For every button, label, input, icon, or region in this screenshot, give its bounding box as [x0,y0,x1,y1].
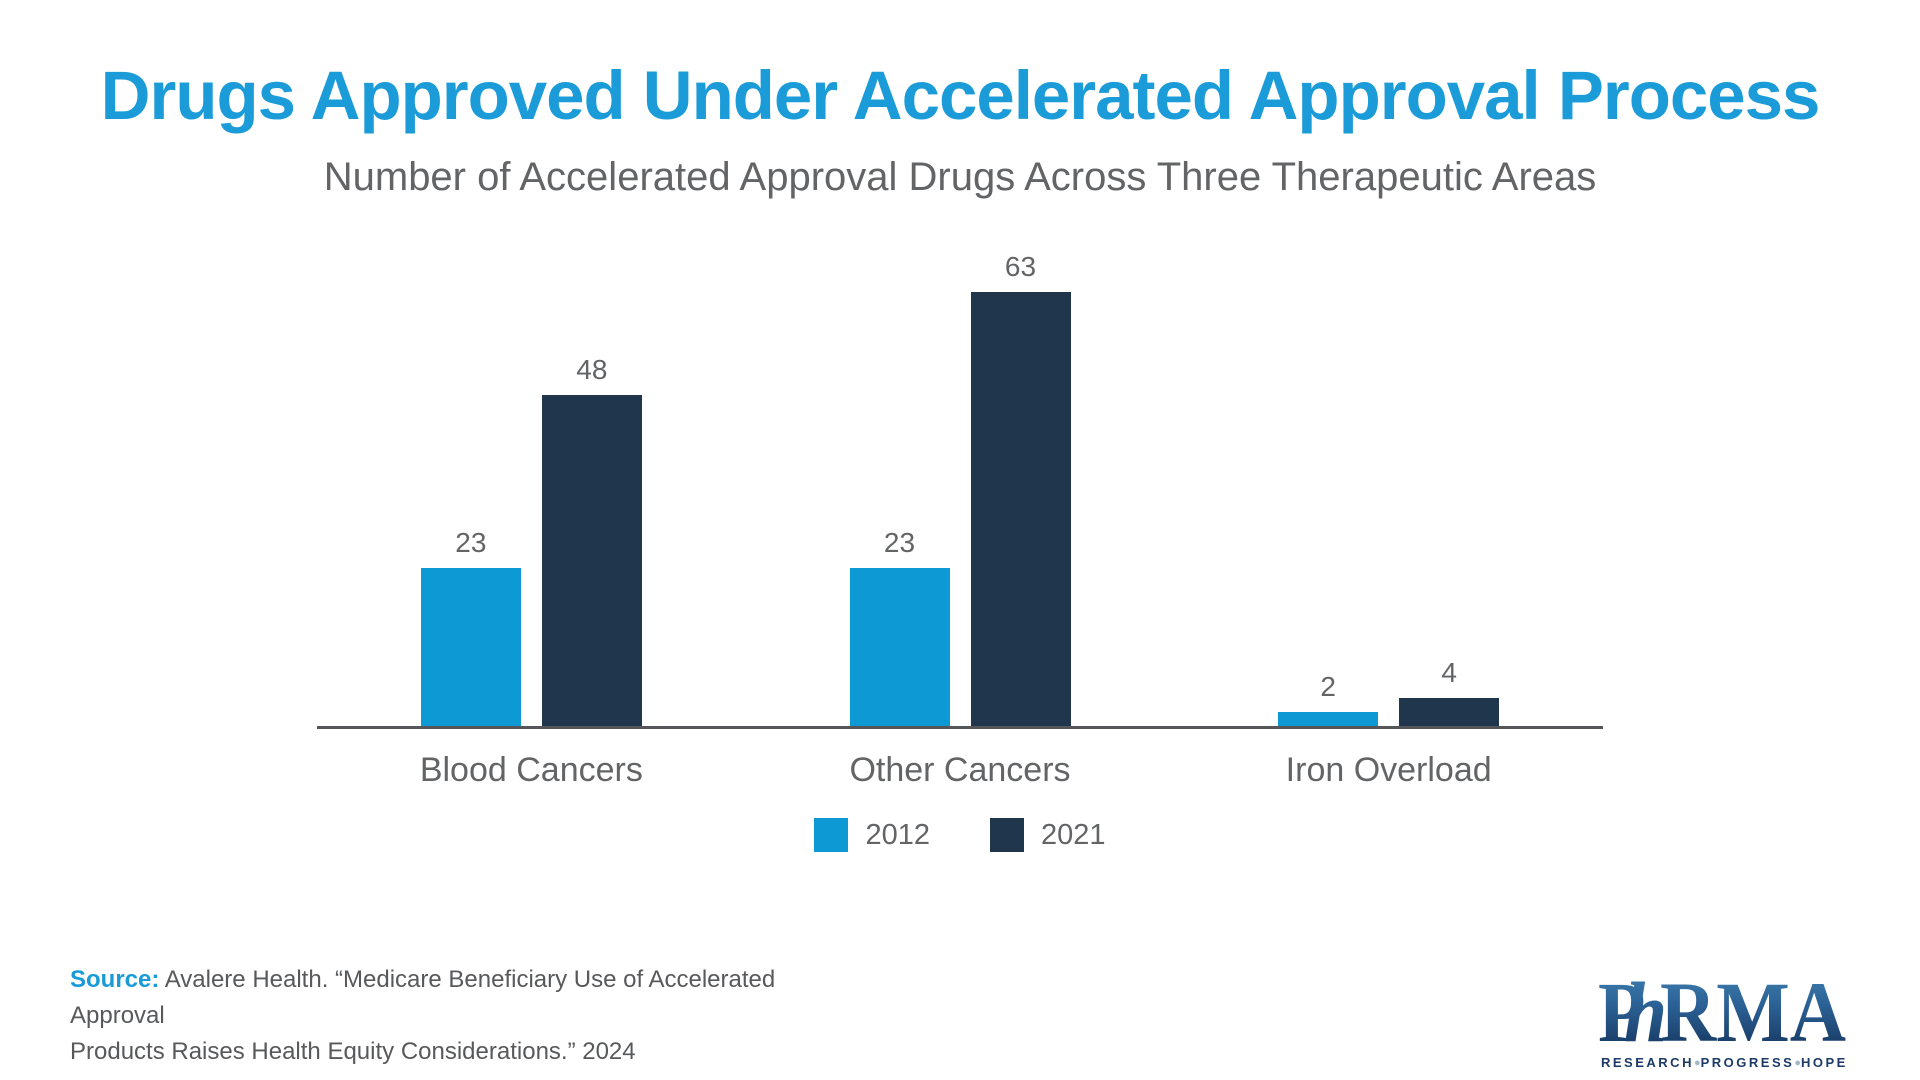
bar-with-label: 4 [1399,657,1500,726]
chart-title: Drugs Approved Under Accelerated Approva… [100,57,1821,134]
source-line2: Products Raises Health Equity Considerat… [70,1038,636,1065]
bar-value-label: 23 [455,527,487,558]
phrma-tagline: RESEARCH ● PROGRESS ● HOPE [1601,1055,1845,1070]
bar-value-label: 4 [1441,657,1457,688]
source-citation: Source: Avalere Health. “Medicare Benefi… [70,962,830,1070]
bar-2012-iron-overload [1278,712,1379,726]
infographic-page: Drugs Approved Under Accelerated Approva… [0,56,1920,1080]
bar-with-label: 48 [541,354,642,726]
bar-value-label: 2 [1320,671,1336,702]
bar-groups: 23 48 23 63 2 4 [317,246,1603,726]
x-axis-line [317,726,1603,729]
legend-swatch-2012 [814,818,849,852]
source-label: Source: [70,966,160,993]
bar-group: 23 63 [746,251,1175,726]
bar-chart: 23 48 23 63 2 4 Blood Cancers Other Cancers Iro… [317,246,1603,852]
bar-2012-blood-cancers [420,568,521,726]
bar-group: 23 48 [317,354,746,726]
category-labels-row: Blood Cancers Other Cancers Iron Overload [317,751,1603,790]
bar-2021-blood-cancers [541,395,642,726]
footer: Source: Avalere Health. “Medicare Benefi… [70,962,1848,1070]
legend: 2012 2021 [317,818,1603,852]
tagline-word: PROGRESS [1700,1055,1795,1070]
bar-value-label: 48 [576,354,608,385]
tagline-word: HOPE [1800,1055,1848,1070]
tagline-dot-icon: ● [1693,1056,1701,1069]
chart-subtitle: Number of Accelerated Approval Drugs Acr… [323,155,1597,199]
legend-label: 2021 [1041,818,1106,851]
category-label: Other Cancers [849,751,1071,789]
bar-with-label: 23 [420,527,521,726]
legend-item-2012: 2012 [814,818,930,852]
bar-with-label: 63 [970,251,1071,726]
bar-2021-iron-overload [1399,698,1500,726]
category-label: Iron Overload [1285,751,1492,789]
svg-text:PhRMA: PhRMA [1598,969,1846,1051]
source-line1: Avalere Health. “Medicare Beneficiary Us… [70,966,776,1029]
phrma-logo: PhRMA RESEARCH ● PROGRESS ● HOPE [1598,969,1848,1070]
tagline-dot-icon: ● [1794,1056,1801,1069]
bar-value-label: 63 [1004,251,1037,282]
legend-item-2021: 2021 [990,818,1106,852]
tagline-word: RESEARCH [1601,1055,1694,1070]
bar-2021-other-cancers [970,292,1071,726]
bar-2012-other-cancers [849,568,950,726]
bar-with-label: 23 [849,527,950,726]
bar-with-label: 2 [1278,671,1379,726]
phrma-wordmark: PhRMA [1598,969,1846,1051]
legend-swatch-2021 [990,818,1024,852]
bar-value-label: 23 [883,527,916,558]
legend-label: 2012 [865,818,930,851]
category-label: Blood Cancers [419,751,643,789]
